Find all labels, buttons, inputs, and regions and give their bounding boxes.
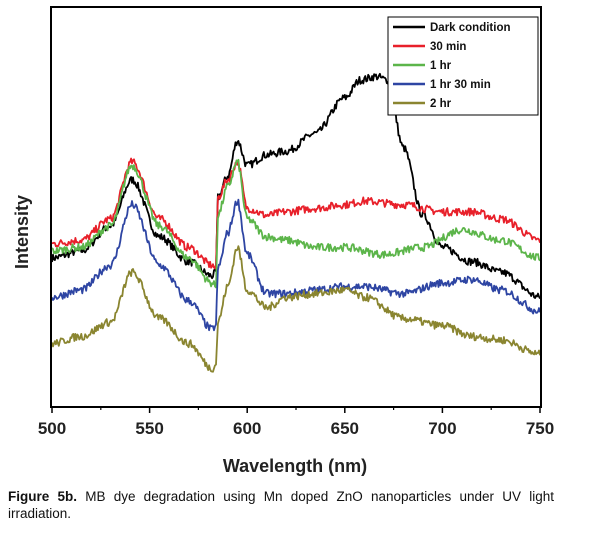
figure-caption-text: MB dye degradation using Mn doped ZnO na… xyxy=(8,489,554,521)
legend: Dark condition 30 min 1 hr 1 hr 30 min 2 hr xyxy=(387,16,539,116)
x-tick-label: 750 xyxy=(526,419,554,438)
series-line-2 xyxy=(52,157,540,270)
spectrum-chart: 500 550 600 650 700 750 Wavelength (nm) Inten… xyxy=(12,6,554,476)
series-line-1 xyxy=(52,72,540,300)
x-tick-label: 500 xyxy=(38,419,66,438)
legend-label-4: 1 hr 30 min xyxy=(430,79,491,91)
series-line-3 xyxy=(52,158,540,289)
x-tick-label: 650 xyxy=(331,419,359,438)
x-tick-label: 700 xyxy=(428,419,456,438)
legend-label-5: 2 hr xyxy=(430,98,452,110)
legend-label-3: 1 hr xyxy=(430,60,452,72)
x-tick-label: 600 xyxy=(233,419,261,438)
x-axis-title: Wavelength (nm) xyxy=(223,456,367,476)
y-axis-title: Intensity xyxy=(12,195,32,269)
figure-caption-label: Figure 5b. xyxy=(8,489,77,504)
legend-label-2: 30 min xyxy=(430,41,466,53)
series-line-5 xyxy=(52,245,540,373)
figure-caption: Figure 5b. MB dye degradation using Mn d… xyxy=(8,488,554,522)
legend-label-1: Dark condition xyxy=(430,22,511,34)
x-tick-label: 550 xyxy=(135,419,163,438)
